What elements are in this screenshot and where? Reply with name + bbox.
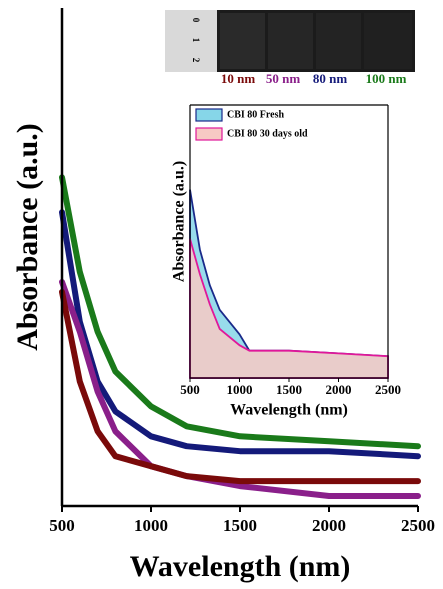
x-tick-label: 1000 — [134, 516, 168, 535]
ruler-label: 2 — [191, 58, 201, 63]
x-tick-label: 500 — [49, 516, 75, 535]
x-axis-label: Wavelength (nm) — [130, 550, 351, 583]
x-tick-label: 2500 — [375, 382, 401, 397]
x-tick-label: 2500 — [401, 516, 435, 535]
sample-photo — [165, 10, 415, 72]
sample-film — [220, 13, 265, 69]
legend-label: 100 nm — [366, 71, 407, 86]
sample-film — [268, 13, 313, 69]
ruler-label: 1 — [191, 38, 201, 43]
ruler-label: 0 — [191, 18, 201, 23]
line — [59, 174, 421, 450]
chart: 500 1000 1500 2000 2500 Wavelength (nm) Absorb… — [171, 104, 401, 419]
x-tick-label: 1000 — [227, 382, 253, 397]
x-tick-label: 1500 — [223, 516, 257, 535]
x-tick-label: 2000 — [326, 382, 352, 397]
x-axis-label: Wavelength (nm) — [230, 402, 348, 419]
line — [59, 288, 421, 485]
x-tick-label: 2000 — [312, 516, 346, 535]
sample-film — [364, 13, 412, 69]
legend-label: 10 nm — [221, 71, 255, 86]
ruler — [165, 10, 217, 72]
legend-label: CBI 80 30 days old — [227, 128, 308, 139]
legend-label: 80 nm — [313, 71, 347, 86]
legend-swatch — [195, 108, 223, 122]
x-tick-label: 1500 — [276, 382, 302, 397]
y-axis-label: Absorbance (a.u.) — [171, 161, 188, 282]
x-tick-label: 500 — [180, 382, 200, 397]
legend-label: 50 nm — [266, 71, 300, 86]
sample-film — [316, 13, 361, 69]
y-axis-label: Absorbance (a.u.) — [11, 123, 44, 351]
legend-label: CBI 80 Fresh — [227, 109, 284, 120]
legend-swatch — [195, 127, 223, 141]
